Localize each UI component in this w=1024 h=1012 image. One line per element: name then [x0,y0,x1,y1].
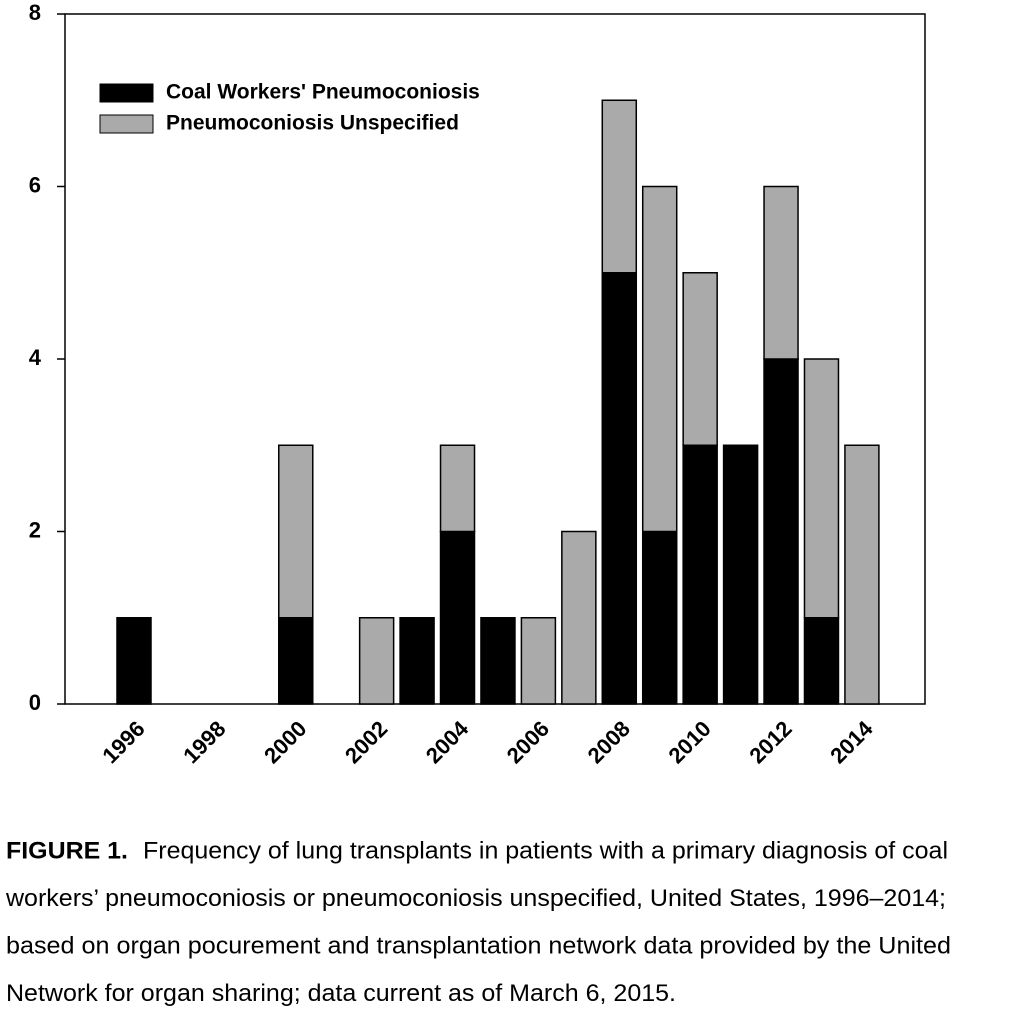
bar-segment [682,272,718,446]
y-tick-label: 6 [29,172,41,197]
caption-label: FIGURE 1. [6,837,128,864]
x-tick-label: 1998 [178,716,230,768]
bar-segment [803,617,840,705]
bar-segment [358,617,395,705]
y-tick-label: 4 [29,345,42,370]
bar-segment [763,185,799,360]
bar-segment [722,444,759,705]
x-tick-label: 2010 [664,716,716,768]
bar-segment [803,358,840,619]
x-tick-label: 1996 [97,716,149,768]
y-tick-label: 2 [29,517,41,542]
legend-label: Pneumoconiosis Unspecified [166,112,459,135]
y-tick-label: 0 [29,690,41,715]
bar-segment [399,617,435,705]
x-tick-label: 2012 [744,716,796,768]
bar-segment [641,185,678,533]
x-tick-label: 2004 [421,715,474,768]
bar-segment [641,530,678,705]
caption-line: Network for organ sharing; data current … [6,980,676,1007]
bar-segment [278,444,314,619]
x-tick-label: 2002 [340,716,392,768]
bar-segment [480,617,516,705]
x-tick-label: 2000 [259,716,311,768]
bar-segment [439,530,476,705]
caption-line: based on organ pocurement and transplant… [6,932,951,959]
bar-segment [763,358,799,705]
bar-segment [844,444,880,705]
bar-segment [601,99,638,274]
bar-segment [561,530,597,705]
x-tick-label: 2006 [502,716,554,768]
caption-line: workers’ pneumoconiosis or pneumoconiosi… [5,885,946,912]
caption-line: Frequency of lung transplants in patient… [143,837,948,864]
x-tick-label: 2014 [825,715,878,768]
y-tick-label: 8 [29,0,41,25]
bar-segment [520,617,557,705]
bar-segment [601,272,638,705]
bar-segment [278,617,314,705]
legend-label: Coal Workers' Pneumoconiosis [166,81,480,104]
bar-segment [116,617,152,705]
x-tick-label: 2008 [583,716,635,768]
bar-segment [439,444,476,533]
bar-segment [682,444,718,705]
legend-swatch [99,114,154,134]
legend-swatch [99,83,154,103]
